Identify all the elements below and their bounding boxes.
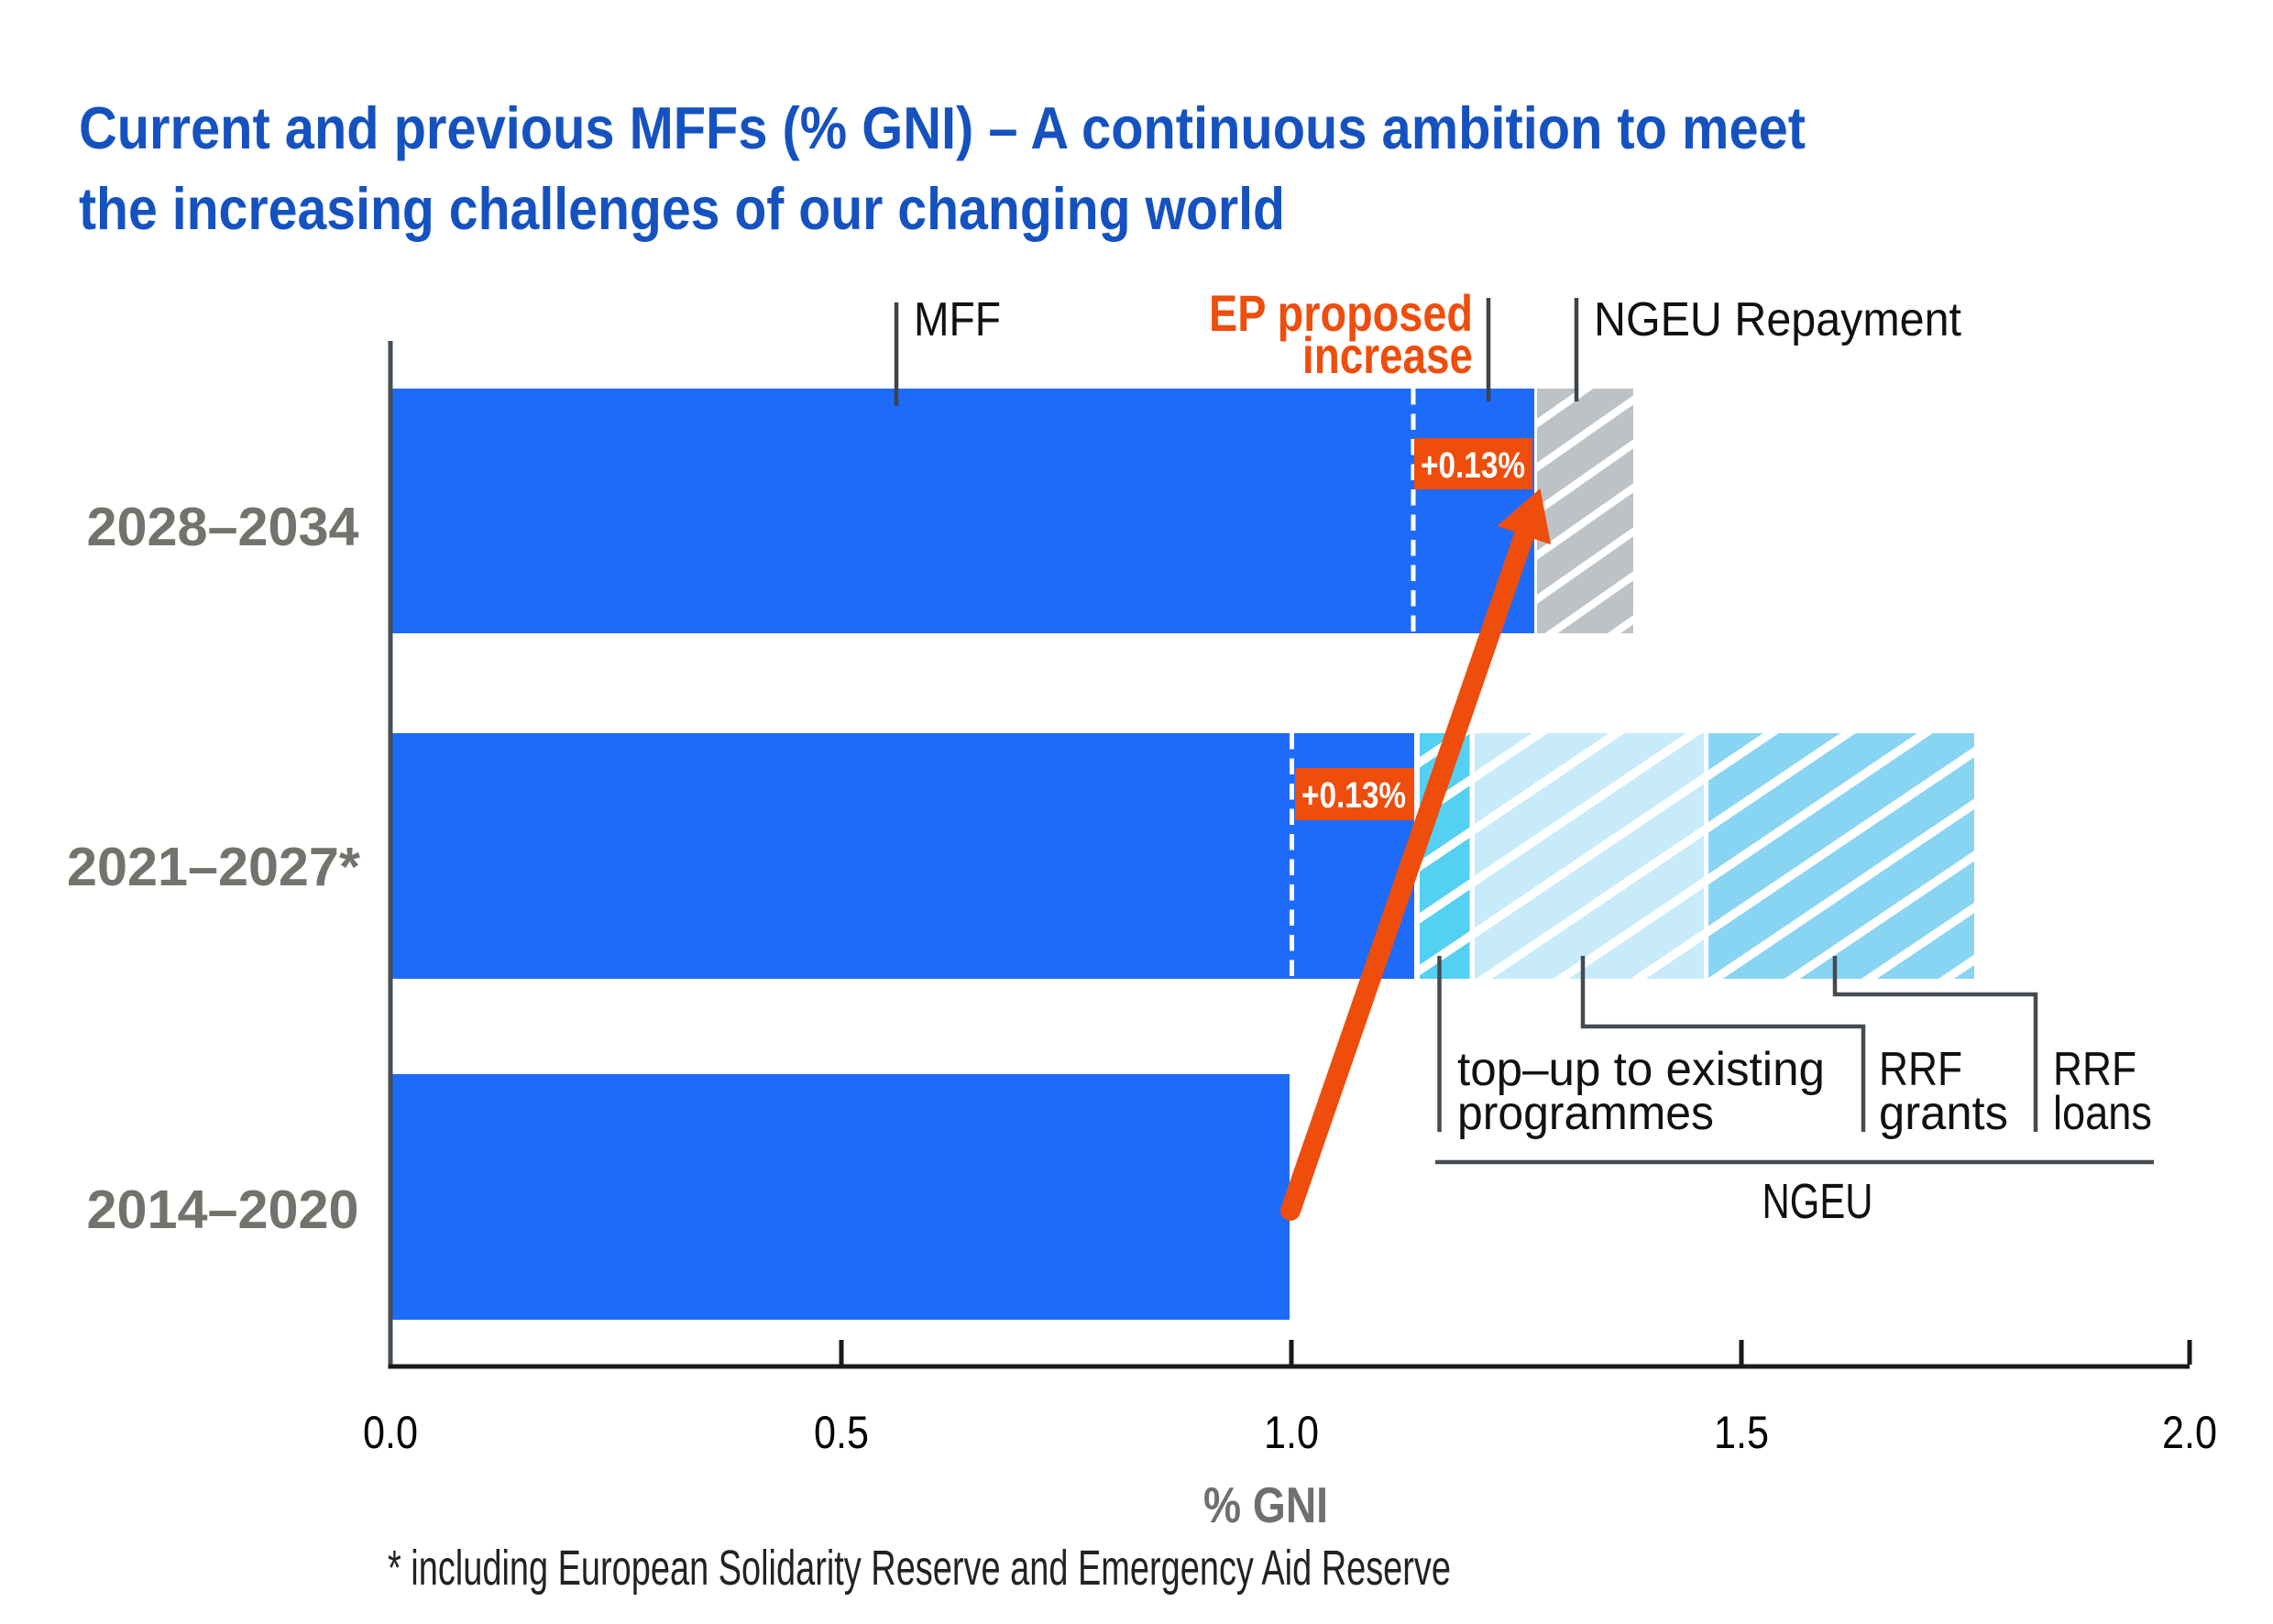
svg-text:EP proposed: EP proposed	[1209, 284, 1473, 342]
svg-text:1.0: 1.0	[1264, 1407, 1319, 1458]
svg-text:programmes: programmes	[1457, 1087, 1714, 1140]
svg-text:the increasing challenges of o: the increasing challenges of our changin…	[79, 175, 1285, 242]
svg-text:NGEU Repayment: NGEU Repayment	[1594, 293, 1962, 346]
svg-text:MFF: MFF	[914, 293, 1001, 346]
svg-text:NGEU: NGEU	[1762, 1174, 1873, 1229]
svg-text:+0.13%: +0.13%	[1421, 445, 1525, 486]
svg-text:Current and previous MFFs (% G: Current and previous MFFs (% GNI) – A co…	[79, 94, 1806, 161]
svg-text:2021–2027*: 2021–2027*	[67, 837, 360, 897]
svg-text:+0.13%: +0.13%	[1301, 775, 1406, 816]
svg-text:top–up to existing: top–up to existing	[1457, 1043, 1825, 1096]
svg-text:grants: grants	[1879, 1087, 2008, 1140]
svg-text:% GNI: % GNI	[1203, 1476, 1328, 1533]
svg-text:* including European Solidarit: * including European Solidarity Reserve …	[388, 1541, 1451, 1596]
svg-text:2014–2020: 2014–2020	[87, 1180, 359, 1240]
svg-text:0.5: 0.5	[814, 1407, 869, 1458]
svg-text:0.0: 0.0	[363, 1407, 418, 1458]
svg-text:1.5: 1.5	[1714, 1407, 1769, 1458]
svg-text:loans: loans	[2053, 1087, 2152, 1140]
svg-text:increase: increase	[1302, 326, 1473, 384]
svg-text:2.0: 2.0	[2162, 1407, 2217, 1458]
svg-text:2028–2034: 2028–2034	[87, 497, 359, 557]
svg-text:RRF: RRF	[2053, 1043, 2136, 1096]
svg-text:RRF: RRF	[1879, 1043, 1962, 1096]
